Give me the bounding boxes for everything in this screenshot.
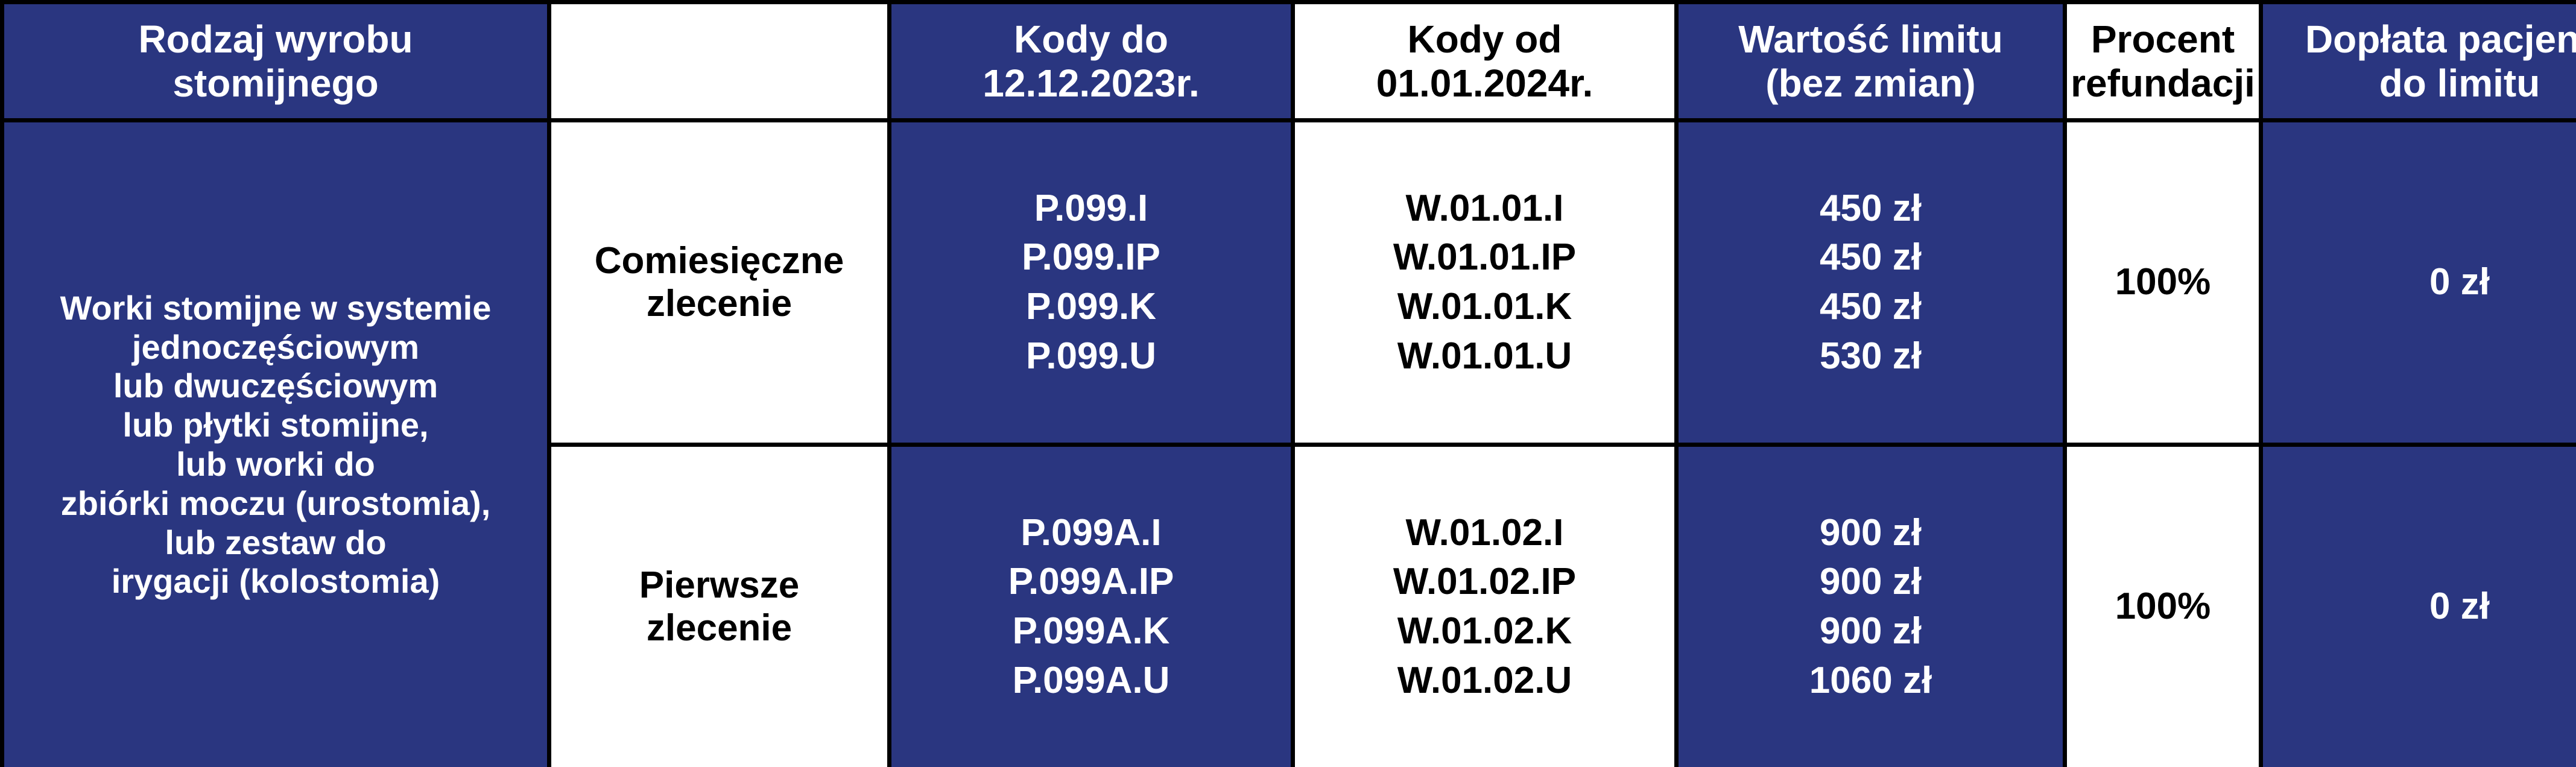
- header-codes-new-line1: Kody od: [1407, 17, 1562, 61]
- order-type-line2: zlecenie: [646, 607, 793, 649]
- cell-refund-percent-monthly: 100%: [2063, 118, 2263, 447]
- header-limit-value: Wartość limitu (bez zmian): [1674, 0, 2067, 122]
- product-description-line8: irygacji (kolostomia): [111, 562, 440, 601]
- product-description-line5: lub worki do: [176, 445, 375, 483]
- code-old-2: P.099.IP: [1022, 236, 1160, 279]
- header-refund-percent-line2: refundacji: [2071, 61, 2255, 105]
- header-product-type: Rodzaj wyrobu stomijnego: [0, 0, 551, 122]
- cell-patient-copay-first: 0 zł: [2259, 443, 2576, 767]
- limit-value-2: 450 zł: [1820, 236, 1922, 279]
- header-limit-value-line1: Wartość limitu: [1738, 17, 2003, 61]
- code-new-4: W.01.01.U: [1397, 335, 1572, 377]
- header-patient-copay: Dopłata pacjenta do limitu: [2259, 0, 2576, 122]
- table-row: Pierwsze zlecenie P.099A.I P.099A.IP P.0…: [2, 443, 2576, 767]
- cell-order-type-first: Pierwsze zlecenie: [547, 443, 891, 767]
- limit-value-4: 530 zł: [1820, 335, 1922, 377]
- limit-value-4: 1060 zł: [1809, 659, 1932, 701]
- cell-codes-old-first: P.099A.I P.099A.IP P.099A.K P.099A.U: [887, 443, 1295, 767]
- header-product-type-line1: Rodzaj wyrobu: [138, 17, 413, 61]
- header-codes-new-line2: 01.01.2024r.: [1376, 61, 1593, 105]
- code-old-2: P.099A.IP: [1008, 561, 1174, 603]
- code-old-1: P.099.I: [1034, 187, 1148, 229]
- code-new-4: W.01.02.U: [1397, 659, 1572, 701]
- code-new-1: W.01.02.I: [1405, 511, 1564, 554]
- code-old-4: P.099.U: [1025, 335, 1157, 377]
- code-new-3: W.01.01.K: [1397, 286, 1572, 327]
- header-codes-new: Kody od 01.01.2024r.: [1291, 0, 1679, 122]
- code-old-3: P.099.K: [1025, 286, 1157, 327]
- cell-codes-new-first: W.01.02.I W.01.02.IP W.01.02.K W.01.02.U: [1291, 443, 1679, 767]
- code-old-1: P.099A.I: [1021, 511, 1162, 554]
- limit-value-3: 900 zł: [1820, 610, 1922, 652]
- product-description-line4: lub płytki stomijne,: [122, 406, 429, 444]
- limit-value-2: 900 zł: [1820, 561, 1922, 603]
- cell-patient-copay-monthly: 0 zł: [2259, 118, 2576, 447]
- table-header: Rodzaj wyrobu stomijnego Kody do 12.12.2…: [0, 0, 2576, 122]
- header-codes-old-line2: 12.12.2023r.: [983, 61, 1200, 105]
- cell-order-type-monthly: Comiesięczne zlecenie: [547, 118, 891, 447]
- product-description-line6: zbiórki moczu (urostomia),: [60, 484, 491, 522]
- cell-refund-percent-first: 100%: [2063, 443, 2263, 767]
- limit-value-1: 450 zł: [1820, 187, 1922, 229]
- code-new-2: W.01.02.IP: [1393, 561, 1577, 603]
- header-patient-copay-line2: do limitu: [2379, 61, 2540, 105]
- code-new-2: W.01.01.IP: [1393, 236, 1577, 279]
- header-limit-value-line2: (bez zmian): [1765, 61, 1976, 105]
- cell-codes-new-monthly: W.01.01.I W.01.01.IP W.01.01.K W.01.01.U: [1291, 118, 1679, 447]
- order-type-line1: Comiesięczne: [594, 239, 844, 282]
- table-body: Worki stomijne w systemie jednoczęściowy…: [0, 118, 2576, 767]
- table-row: Worki stomijne w systemie jednoczęściowy…: [0, 118, 2576, 767]
- header-row: Rodzaj wyrobu stomijnego Kody do 12.12.2…: [0, 0, 2576, 122]
- header-codes-old-line1: Kody do: [1014, 17, 1168, 61]
- product-description-line1: Worki stomijne w systemie: [60, 288, 492, 327]
- header-product-type-line2: stomijnego: [172, 61, 379, 105]
- header-codes-old: Kody do 12.12.2023r.: [887, 0, 1295, 122]
- cell-limit-value-monthly: 450 zł 450 zł 450 zł 530 zł: [1674, 118, 2067, 447]
- code-old-4: P.099A.U: [1012, 659, 1170, 701]
- code-new-1: W.01.01.I: [1405, 187, 1564, 229]
- product-description-line3: lub dwuczęściowym: [113, 367, 438, 405]
- cell-limit-value-first: 900 zł 900 zł 900 zł 1060 zł: [1674, 443, 2067, 767]
- product-description-line7: lub zestaw do: [165, 523, 387, 561]
- limit-value-1: 900 zł: [1820, 511, 1922, 554]
- order-type-line1: Pierwsze: [639, 564, 800, 606]
- header-order-type-empty: [547, 0, 891, 122]
- product-description-line2: jednoczęściowym: [131, 327, 420, 366]
- cell-product-description: Worki stomijne w systemie jednoczęściowy…: [0, 118, 551, 767]
- header-patient-copay-line1: Dopłata pacjenta: [2305, 17, 2576, 61]
- order-type-line2: zlecenie: [646, 282, 793, 324]
- limit-value-3: 450 zł: [1820, 286, 1922, 327]
- code-old-3: P.099A.K: [1012, 610, 1170, 652]
- header-refund-percent-line1: Procent: [2090, 17, 2235, 61]
- code-new-3: W.01.02.K: [1397, 610, 1572, 652]
- header-refund-percent: Procent refundacji: [2063, 0, 2263, 122]
- cell-codes-old-monthly: P.099.I P.099.IP P.099.K P.099.U: [887, 118, 1295, 447]
